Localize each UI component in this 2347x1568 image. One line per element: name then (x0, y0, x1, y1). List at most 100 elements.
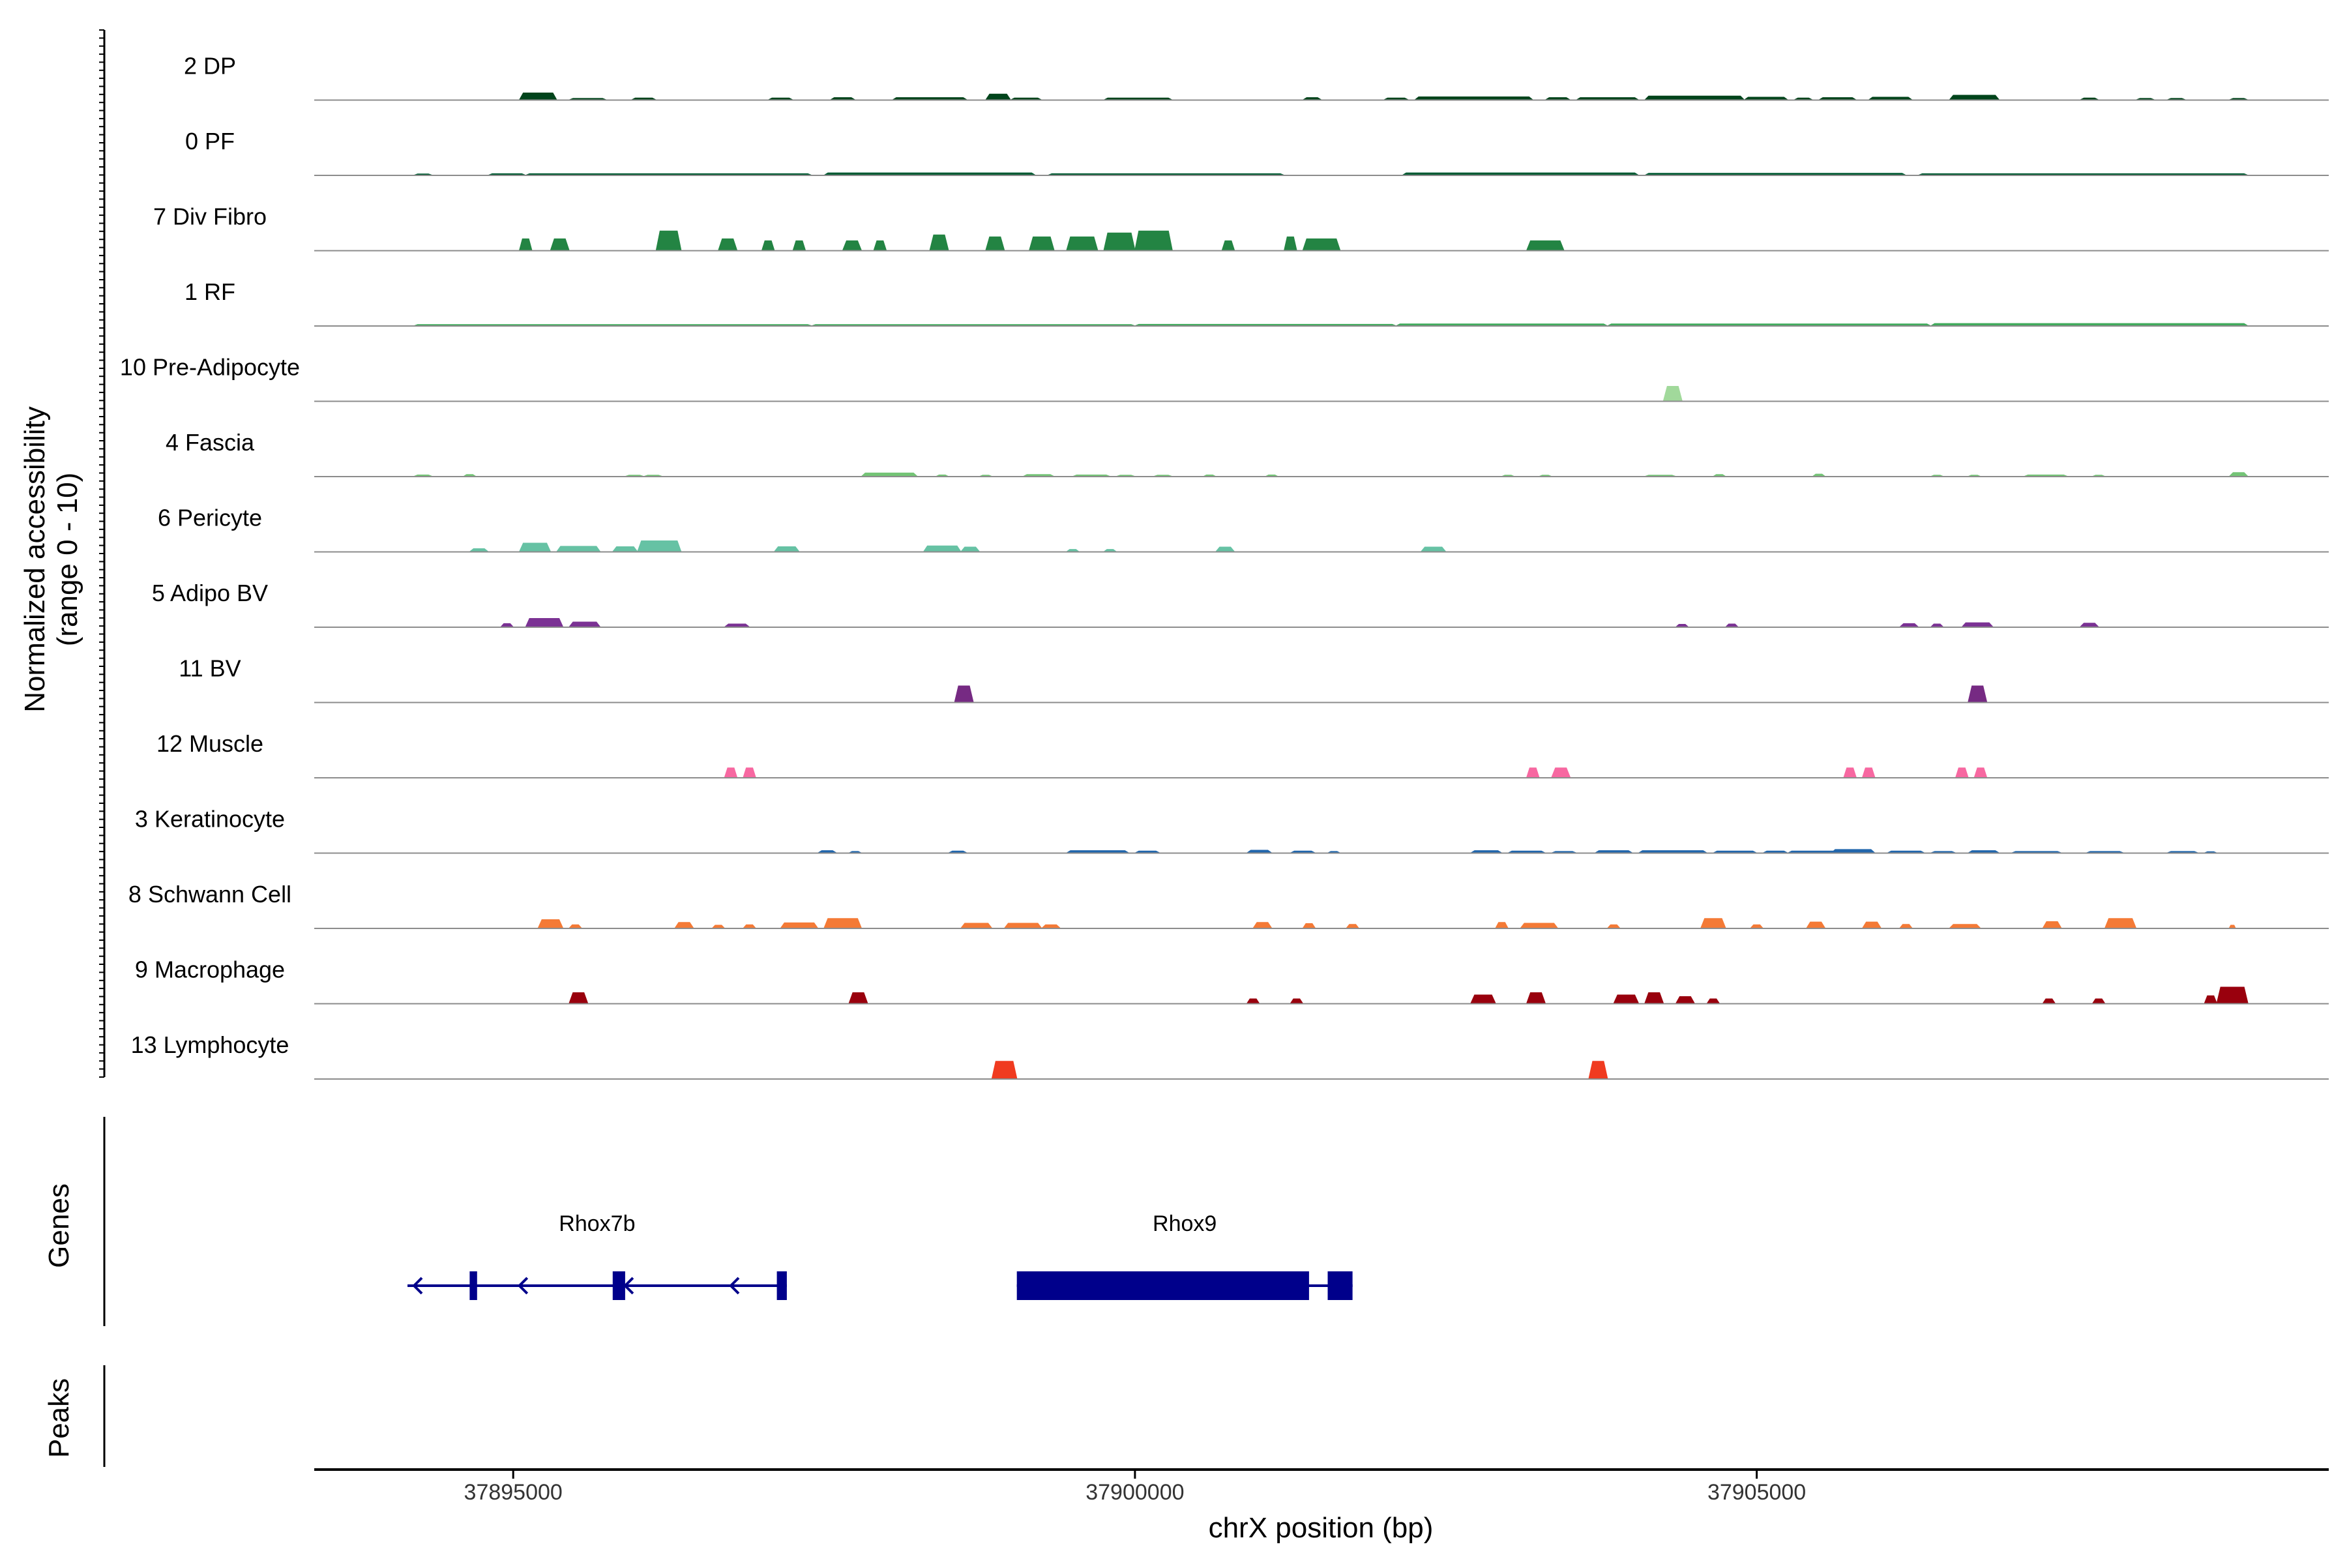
accessibility-peak (984, 93, 1012, 101)
accessibility-peak (2104, 918, 2137, 929)
accessibility-peak (550, 238, 570, 252)
accessibility-peak (1861, 767, 1876, 778)
accessibility-peak (823, 918, 863, 929)
accessibility-peak (1289, 998, 1304, 1005)
accessibility-peak (1066, 236, 1099, 252)
accessibility-peak (636, 540, 682, 553)
accessibility-peak (1588, 1061, 1608, 1080)
accessibility-peak (2041, 921, 2063, 929)
track-label: 8 Schwann Cell (128, 881, 291, 908)
accessibility-peak (792, 240, 806, 252)
accessibility-peak (1003, 923, 1043, 929)
accessibility-peak (1252, 922, 1273, 929)
track-0-pf: 0 PF (185, 128, 2329, 176)
exon (1327, 1271, 1353, 1300)
accessibility-peak (1644, 992, 1664, 1005)
accessibility-peak (954, 685, 974, 703)
accessibility-peak (525, 618, 564, 628)
accessibility-peak (1705, 998, 1720, 1005)
accessibility-peak (1103, 232, 1136, 252)
gene-track: Rhox7b Rhox9 (407, 1211, 1353, 1300)
exon (1016, 1271, 1309, 1300)
genes-panel-label: Genes (43, 1183, 75, 1268)
gene-rhox9: Rhox9 (1016, 1211, 1353, 1300)
tracks: 2 DP 0 PF 7 Div Fibro 1 RF 10 Pre-Adipocyte 4… (120, 53, 2329, 1080)
track-label: 7 Div Fibro (153, 203, 267, 230)
accessibility-peak (960, 923, 994, 929)
accessibility-peak (873, 240, 887, 252)
accessibility-peak (1550, 767, 1571, 778)
accessibility-peak (673, 922, 695, 929)
accessibility-peak (568, 992, 589, 1005)
accessibility-peak (2041, 998, 2056, 1005)
track-10-pre-adipocyte: 10 Pre-Adipocyte (120, 354, 2329, 402)
accessibility-peak (1221, 240, 1235, 252)
accessibility-peak (1675, 996, 1696, 1005)
accessibility-peak (985, 236, 1005, 252)
accessibility-peak (761, 240, 775, 252)
track-label: 5 Adipo BV (152, 580, 268, 606)
gene-label: Rhox9 (1153, 1211, 1217, 1236)
track-9-macrophage: 9 Macrophage (135, 956, 2329, 1005)
track-1-rf: 1 RF (185, 278, 2329, 327)
accessibility-peak (2204, 995, 2218, 1005)
accessibility-peak (1469, 994, 1497, 1005)
accessibility-peak (518, 238, 533, 252)
track-label: 2 DP (184, 53, 236, 80)
track-label: 6 Pericyte (158, 505, 262, 531)
accessibility-peak (923, 545, 962, 553)
accessibility-peak (1948, 95, 2001, 101)
track-4-fascia: 4 Fascia (166, 429, 2329, 477)
track-label: 11 BV (179, 655, 241, 682)
accessibility-peak (537, 919, 564, 929)
accessibility-peak (1134, 230, 1174, 252)
gene-label: Rhox7b (559, 1211, 635, 1236)
accessibility-peak (1613, 994, 1640, 1005)
accessibility-peak (779, 922, 819, 929)
track-3-keratinocyte: 3 Keratinocyte (135, 806, 2329, 854)
x-axis-label: chrX position (bp) (1209, 1512, 1434, 1544)
accessibility-peak (518, 92, 558, 101)
accessibility-peak (1700, 918, 1727, 929)
track-label: 3 Keratinocyte (135, 806, 285, 833)
track-label: 1 RF (185, 278, 235, 305)
accessibility-peak (1843, 767, 1857, 778)
track-label: 12 Muscle (156, 730, 263, 757)
accessibility-peak (1805, 921, 1826, 929)
accessibility-peak (717, 238, 738, 252)
accessibility-peak (1215, 546, 1236, 553)
track-8-schwann-cell: 8 Schwann Cell (128, 881, 2329, 929)
axes: 37895000 37900000 37905000 (99, 29, 2329, 1505)
track-13-lymphocyte: 13 Lymphocyte (131, 1031, 2329, 1080)
accessibility-peak (1494, 922, 1509, 929)
x-tick-label: 37905000 (1707, 1480, 1806, 1505)
accessibility-peak (960, 546, 981, 553)
accessibility-peak (1861, 921, 1882, 929)
accessibility-peak (991, 1061, 1018, 1080)
x-tick-label: 37900000 (1085, 1480, 1184, 1505)
track-6-pericyte: 6 Pericyte (158, 505, 2329, 553)
accessibility-peak (1526, 992, 1546, 1005)
accessibility-peak (1973, 767, 1988, 778)
accessibility-peak (1526, 767, 1540, 778)
accessibility-peak (2091, 998, 2106, 1005)
accessibility-peak (929, 234, 949, 252)
accessibility-peak (1419, 546, 1447, 553)
strand-arrow (729, 1277, 740, 1295)
exon (469, 1271, 477, 1300)
y-axis-label-line1: Normalized accessibility (19, 406, 51, 712)
track-11-bv: 11 BV (179, 655, 2329, 703)
y-axis-label: Normalized accessibility(range 0 - 10) (19, 406, 83, 712)
accessibility-peak (1967, 685, 1988, 703)
accessibility-peak (1662, 385, 1683, 402)
accessibility-peak (2216, 986, 2249, 1005)
accessibility-peak (1301, 923, 1316, 929)
accessibility-peak (655, 230, 682, 252)
gene-rhox7b: Rhox7b (407, 1211, 787, 1300)
accessibility-peak (1302, 238, 1341, 252)
track-7-div-fibro: 7 Div Fibro (153, 203, 2329, 252)
track-5-adipo-bv: 5 Adipo BV (152, 580, 2329, 628)
accessibility-peak (1955, 767, 1969, 778)
